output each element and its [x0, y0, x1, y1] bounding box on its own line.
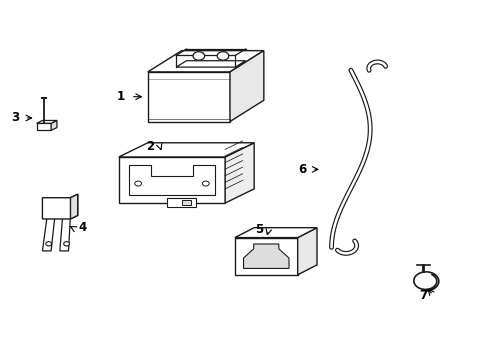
Text: 3: 3	[11, 112, 19, 125]
Polygon shape	[147, 72, 229, 122]
Polygon shape	[51, 121, 57, 130]
Polygon shape	[119, 157, 224, 203]
Polygon shape	[37, 121, 57, 123]
Polygon shape	[297, 228, 316, 275]
Polygon shape	[234, 228, 316, 238]
Polygon shape	[167, 198, 196, 207]
Polygon shape	[234, 238, 297, 275]
Text: 5: 5	[254, 223, 263, 236]
Polygon shape	[229, 51, 264, 122]
Polygon shape	[176, 61, 245, 67]
Circle shape	[217, 52, 228, 60]
Polygon shape	[42, 215, 55, 251]
Polygon shape	[70, 194, 78, 219]
Polygon shape	[60, 215, 70, 251]
Text: 4: 4	[78, 221, 86, 234]
Polygon shape	[243, 244, 288, 269]
Text: 1: 1	[117, 90, 125, 103]
Circle shape	[193, 52, 204, 60]
Text: 2: 2	[146, 140, 154, 153]
Polygon shape	[147, 51, 264, 72]
Polygon shape	[42, 194, 78, 219]
Circle shape	[46, 242, 52, 246]
Polygon shape	[224, 143, 254, 203]
Circle shape	[63, 242, 69, 246]
Polygon shape	[181, 200, 191, 205]
Polygon shape	[37, 123, 51, 130]
Text: 7: 7	[418, 289, 427, 302]
Text: 6: 6	[298, 163, 306, 176]
Polygon shape	[119, 143, 254, 157]
